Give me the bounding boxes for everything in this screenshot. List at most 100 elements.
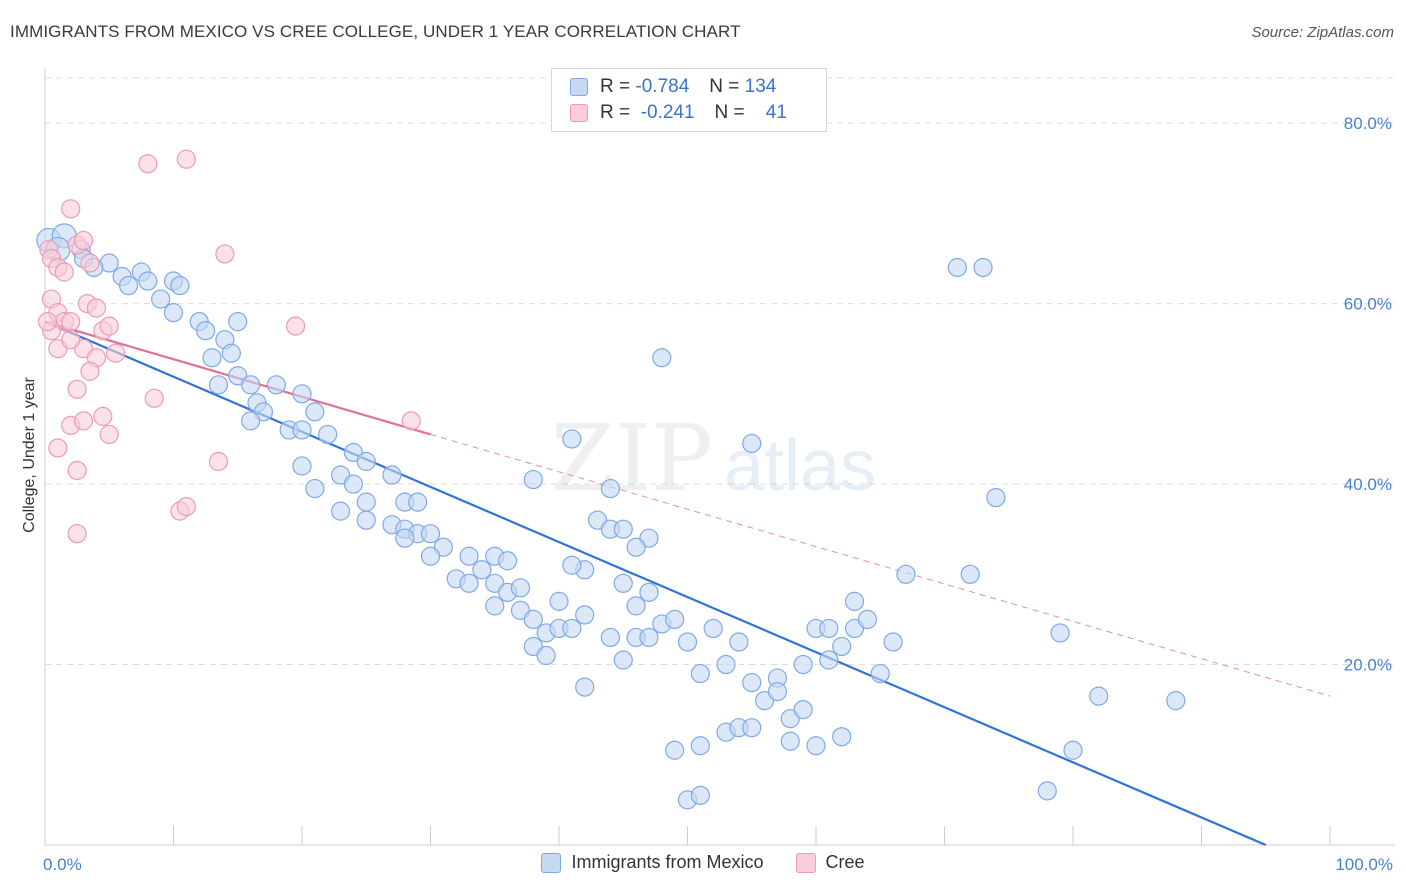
point-mexico (356, 451, 376, 472)
legend-n-value: 134 (744, 76, 777, 97)
point-cree (67, 379, 87, 399)
point-mexico (292, 456, 312, 476)
point-mexico (266, 375, 286, 395)
legend-swatch-mexico (541, 852, 562, 873)
point-mexico (793, 700, 813, 720)
legend-item-mexico: Immigrants from Mexico (541, 852, 764, 873)
point-mexico (395, 528, 415, 548)
point-mexico (523, 469, 543, 490)
point-mexico (575, 677, 595, 697)
trend-lines (44, 320, 1331, 847)
point-mexico (819, 650, 839, 670)
point-mexico (870, 663, 890, 684)
point-mexico (208, 375, 229, 395)
point-mexico (652, 348, 672, 368)
legend-r-label: R = (600, 102, 631, 123)
point-mexico (292, 384, 312, 404)
y-tick-label: 80.0% (1344, 114, 1392, 133)
point-mexico (806, 736, 826, 756)
point-cree (54, 262, 74, 282)
point-mexico (639, 627, 659, 648)
point-mexico (562, 618, 582, 639)
point-mexico (536, 645, 556, 666)
legend-n-label: N = (714, 102, 745, 123)
point-mexico (716, 654, 736, 675)
legend-label-cree: Cree (825, 852, 865, 872)
point-mexico (292, 420, 312, 440)
chart-title: IMMIGRANTS FROM MEXICO VS CREE COLLEGE, … (10, 22, 741, 41)
point-cree (73, 230, 94, 251)
point-mexico (1063, 740, 1083, 760)
point-mexico (690, 736, 710, 756)
point-mexico (170, 275, 190, 296)
point-mexico (690, 785, 710, 805)
y-tick-label: 20.0% (1344, 656, 1392, 675)
point-mexico (305, 478, 325, 499)
point-mexico (1166, 691, 1186, 711)
point-mexico (459, 573, 479, 593)
point-mexico (613, 650, 633, 670)
point-mexico (665, 609, 685, 630)
x-tick-labels: 0.0% 100.0% (43, 855, 1393, 874)
point-mexico (626, 596, 646, 616)
legend-swatch-cree (795, 852, 816, 873)
point-cree (176, 149, 196, 169)
point-cree (73, 411, 94, 431)
point-mexico (986, 487, 1006, 508)
point-cree (67, 524, 87, 544)
point-mexico (793, 654, 813, 675)
point-mexico (613, 519, 633, 539)
y-tick-label: 40.0% (1344, 475, 1392, 494)
point-mexico (241, 375, 261, 395)
point-mexico (382, 465, 402, 485)
legend-r-value: -0.784 (635, 76, 690, 97)
data-points (36, 149, 1186, 810)
point-cree (99, 316, 119, 336)
series-cree (37, 149, 421, 544)
point-mexico (305, 402, 325, 422)
y-tick-label: 60.0% (1344, 295, 1392, 314)
point-mexico (498, 551, 518, 571)
point-cree (401, 411, 421, 431)
point-mexico (665, 740, 685, 760)
watermark: ZIP atlas (551, 405, 876, 512)
point-mexico (459, 546, 479, 566)
point-cree (37, 312, 58, 332)
point-mexico (163, 303, 184, 323)
point-mexico (703, 618, 723, 639)
series-mexico (36, 223, 1186, 810)
point-mexico (318, 424, 338, 445)
legend-swatch-cree (570, 104, 588, 122)
point-mexico (202, 348, 222, 368)
legend-n-label: N = (709, 76, 740, 97)
point-mexico (613, 573, 633, 593)
trend-line-mexico (44, 320, 1267, 847)
gridlines (45, 77, 1395, 666)
point-mexico (228, 312, 248, 332)
point-mexico (420, 524, 441, 544)
point-mexico (562, 429, 582, 449)
point-mexico (151, 289, 171, 309)
series-legend: Immigrants from Mexico Cree (0, 852, 1406, 873)
x-tick-label: 0.0% (43, 855, 82, 874)
point-mexico (118, 275, 139, 296)
point-mexico (832, 727, 852, 747)
point-mexico (356, 492, 376, 512)
point-mexico (690, 663, 710, 684)
point-mexico (742, 433, 762, 454)
point-mexico (819, 618, 839, 639)
legend-r-label: R = (600, 76, 631, 97)
point-mexico (1089, 686, 1109, 706)
point-mexico (960, 564, 980, 584)
point-mexico (742, 718, 762, 738)
point-mexico (857, 609, 878, 630)
point-cree (215, 244, 235, 264)
point-mexico (639, 582, 659, 602)
point-mexico (562, 555, 582, 575)
point-mexico (221, 343, 241, 363)
point-cree (208, 451, 229, 472)
point-cree (80, 361, 100, 381)
y-tick-labels: 20.0% 40.0% 60.0% 80.0% (1344, 114, 1392, 674)
point-mexico (600, 478, 621, 499)
